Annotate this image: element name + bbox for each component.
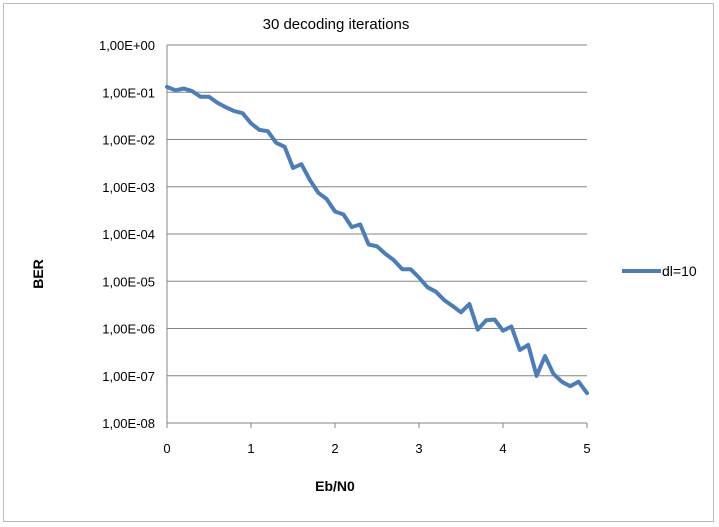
data-point-0-7 — [225, 106, 227, 108]
y-tick-label-7: 1,00E-07 — [102, 369, 155, 384]
data-point-0-50 — [586, 392, 588, 394]
data-point-0-28 — [401, 268, 403, 270]
data-point-0-19 — [326, 198, 328, 200]
data-point-0-10 — [250, 122, 252, 124]
series-layer — [165, 84, 589, 396]
data-point-0-4 — [200, 96, 202, 98]
y-tick-labels: 1,00E+00 1,00E-01 1,00E-02 1,00E-03 1,00E-04… — [99, 38, 155, 431]
data-point-0-40 — [502, 330, 504, 332]
data-point-0-17 — [309, 179, 311, 181]
data-point-0-23 — [359, 223, 361, 225]
data-point-0-26 — [384, 253, 386, 255]
data-point-0-45 — [544, 355, 546, 357]
data-point-0-36 — [468, 303, 470, 305]
x-tick-label-2: 2 — [331, 441, 338, 456]
data-point-0-9 — [242, 112, 244, 114]
x-tick-label-3: 3 — [415, 441, 422, 456]
y-tick-label-2: 1,00E-02 — [102, 133, 155, 148]
y-tick-label-6: 1,00E-06 — [102, 322, 155, 337]
x-tick-label-0: 0 — [163, 441, 170, 456]
data-point-0-44 — [536, 375, 538, 377]
data-point-0-0 — [166, 86, 168, 88]
y-tick-label-1: 1,00E-01 — [102, 85, 155, 100]
chart-title: 30 decoding iterations — [263, 16, 410, 33]
axes — [166, 45, 588, 428]
data-point-0-42 — [519, 349, 521, 351]
data-point-0-3 — [191, 90, 193, 92]
y-tick-label-5: 1,00E-05 — [102, 274, 155, 289]
x-tick-label-4: 4 — [499, 441, 506, 456]
data-point-0-8 — [233, 110, 235, 112]
data-point-0-21 — [342, 213, 344, 215]
y-tick-label-3: 1,00E-03 — [102, 180, 155, 195]
data-point-0-34 — [452, 305, 454, 307]
x-tick-labels: 0 1 2 3 4 5 — [163, 441, 590, 456]
data-point-0-29 — [410, 268, 412, 270]
data-point-0-46 — [552, 373, 554, 375]
x-tick-label-5: 5 — [583, 441, 590, 456]
data-point-0-24 — [368, 244, 370, 245]
legend-label-dl10: dl=10 — [662, 263, 697, 279]
x-axis-title: Eb/N0 — [315, 478, 355, 494]
data-point-0-41 — [510, 326, 512, 327]
y-tick-label-4: 1,00E-04 — [102, 227, 155, 242]
data-point-0-30 — [418, 277, 420, 278]
data-point-0-2 — [183, 88, 185, 89]
chart-area — [3, 3, 714, 522]
x-tick-label-1: 1 — [247, 441, 254, 456]
gridlines — [167, 44, 587, 424]
y-tick-label-0: 1,00E+00 — [99, 38, 155, 53]
data-point-0-25 — [376, 245, 378, 247]
data-point-0-18 — [317, 192, 319, 194]
data-point-0-13 — [275, 142, 277, 144]
data-point-0-1 — [174, 89, 176, 91]
data-point-0-33 — [443, 299, 445, 301]
data-point-0-32 — [435, 291, 437, 293]
data-point-0-39 — [494, 319, 496, 320]
legend: dl=10 — [622, 263, 697, 279]
data-point-0-31 — [426, 286, 428, 288]
data-point-0-16 — [300, 163, 302, 165]
data-point-0-14 — [284, 146, 286, 148]
data-point-0-20 — [334, 211, 336, 212]
data-point-0-27 — [393, 259, 395, 261]
data-point-0-37 — [477, 329, 479, 331]
y-tick-label-8: 1,00E-08 — [102, 416, 155, 431]
series-line-0 — [165, 84, 589, 396]
data-point-0-11 — [258, 129, 260, 131]
data-point-0-43 — [527, 344, 529, 346]
data-point-0-38 — [485, 319, 487, 321]
data-point-0-35 — [460, 311, 462, 313]
data-point-0-6 — [216, 102, 218, 104]
data-point-0-15 — [292, 167, 294, 169]
data-point-0-22 — [351, 226, 353, 228]
data-point-0-47 — [561, 381, 563, 383]
data-point-0-49 — [578, 381, 580, 383]
data-point-0-5 — [208, 96, 210, 98]
data-point-0-48 — [569, 385, 571, 387]
y-axis-title: BER — [30, 259, 46, 289]
data-point-0-12 — [267, 130, 269, 132]
